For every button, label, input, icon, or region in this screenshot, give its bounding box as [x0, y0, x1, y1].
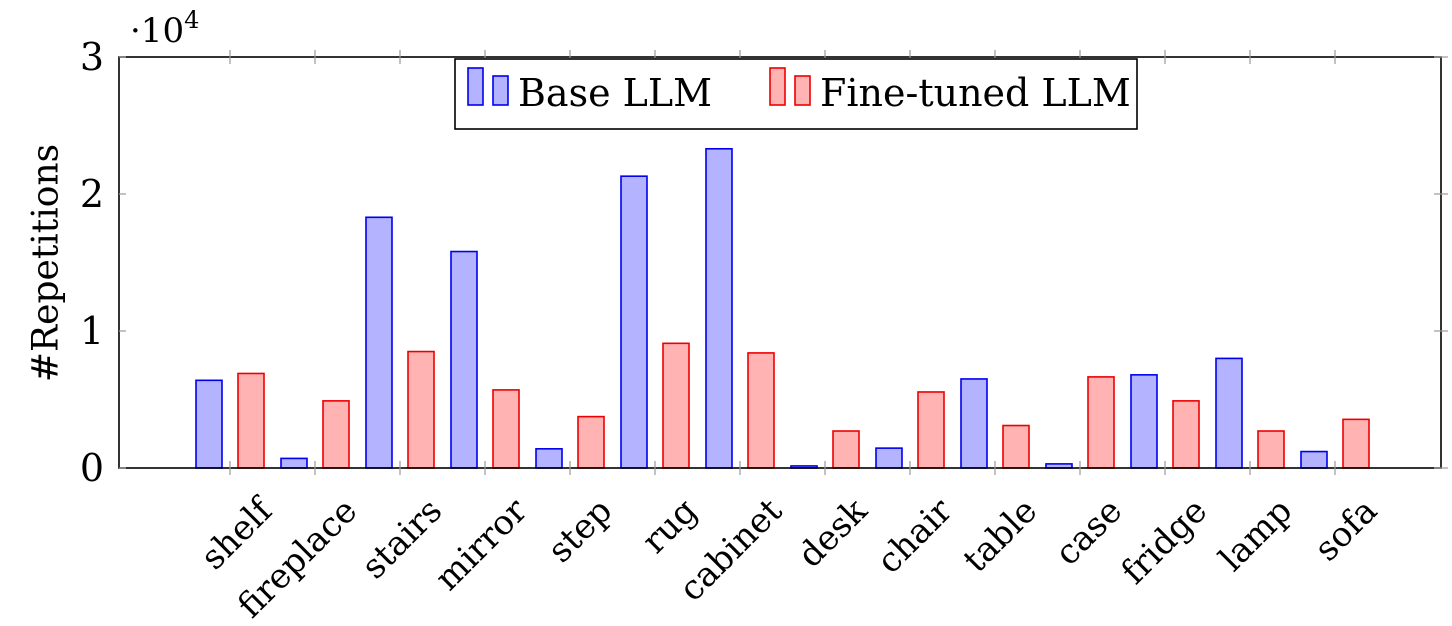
x-tick-label: chair [869, 490, 960, 581]
bar-base-cabinet [705, 147, 733, 469]
x-tick-label: desk [790, 491, 875, 576]
bar-base-fireplace [280, 457, 308, 469]
legend-swatch-finetuned-2 [794, 75, 811, 106]
bar-finetuned-fridge [1172, 400, 1200, 469]
bar-finetuned-table [1002, 424, 1030, 469]
bar-finetuned-desk [832, 430, 860, 469]
y-axis-label: #Repetitions [26, 144, 67, 382]
y-tick-label: 1 [80, 309, 104, 353]
bar-finetuned-lamp [1257, 430, 1285, 469]
legend-swatch-base-1 [467, 67, 484, 106]
legend-swatch-base-2 [492, 75, 509, 106]
bar-finetuned-mirror [492, 389, 520, 469]
bar-base-table [960, 378, 988, 469]
bar-base-mirror [450, 250, 478, 469]
y-multiplier-base: ·10 [130, 11, 184, 51]
x-tick-label: table [956, 491, 1046, 581]
x-tick-label: lamp [1212, 491, 1300, 579]
bar-base-step [535, 448, 563, 469]
bars-layer [195, 147, 1370, 469]
bar-finetuned-case [1087, 376, 1115, 469]
x-tick-label: mirror [427, 490, 535, 598]
legend: Base LLM Fine-tuned LLM [454, 58, 1138, 130]
bar-base-chair [875, 447, 903, 469]
y-multiplier-exponent: 4 [184, 6, 199, 34]
bar-finetuned-step [577, 415, 605, 469]
bar-finetuned-chair [917, 391, 945, 469]
bar-base-shelf [195, 379, 223, 469]
ticks-layer [119, 50, 1448, 475]
x-tick-label: step [540, 491, 620, 571]
bar-finetuned-shelf [237, 372, 265, 469]
legend-item-base: Base LLM [467, 67, 712, 115]
bar-finetuned-sofa [1342, 418, 1370, 469]
plot-frame [118, 56, 1442, 469]
legend-label-finetuned: Fine-tuned LLM [820, 71, 1131, 115]
y-tick-label: 2 [80, 172, 104, 216]
bar-finetuned-stairs [407, 350, 435, 469]
x-tick-label: sofa [1307, 491, 1385, 569]
y-tick-label: 0 [80, 446, 104, 490]
y-tick-labels: 0 1 2 3 [80, 35, 104, 490]
bar-finetuned-fireplace [322, 400, 350, 469]
y-multiplier-label: ·104 [130, 6, 199, 51]
legend-item-finetuned: Fine-tuned LLM [769, 67, 1131, 115]
bar-finetuned-cabinet [747, 352, 775, 469]
x-tick-label: fridge [1114, 491, 1215, 592]
bar-finetuned-rug [662, 342, 690, 469]
bar-base-rug [620, 175, 648, 469]
x-tick-label: rug [634, 491, 705, 562]
legend-label-base: Base LLM [518, 71, 712, 115]
bar-base-lamp [1215, 357, 1243, 469]
bar-base-fridge [1130, 374, 1158, 469]
bar-base-sofa [1300, 450, 1328, 469]
legend-swatch-finetuned-1 [769, 67, 786, 106]
bar-base-stairs [365, 216, 393, 469]
y-tick-label: 3 [80, 35, 104, 79]
